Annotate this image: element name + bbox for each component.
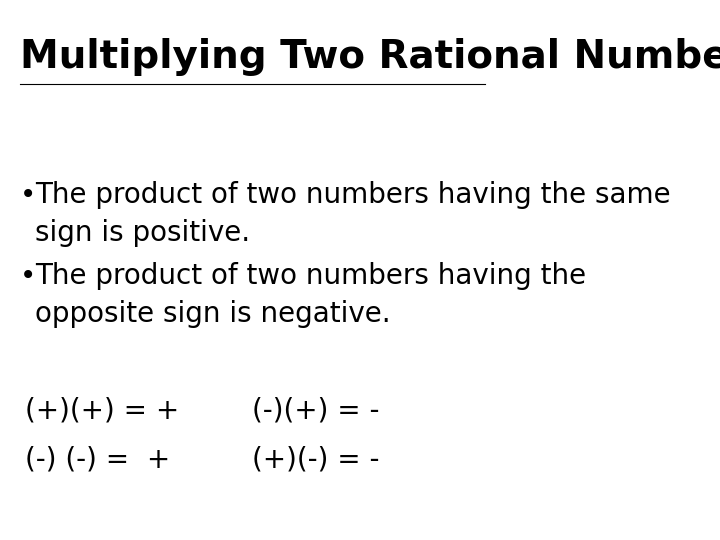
Text: (+)(-) = -: (+)(-) = - <box>253 446 380 474</box>
Text: sign is positive.: sign is positive. <box>35 219 251 247</box>
Text: The product of two numbers having the same: The product of two numbers having the sa… <box>35 181 671 209</box>
Text: (+)(+) = +: (+)(+) = + <box>25 397 179 425</box>
Text: The product of two numbers having the: The product of two numbers having the <box>35 262 587 290</box>
Text: (-) (-) =  +: (-) (-) = + <box>25 446 171 474</box>
Text: (-)(+) = -: (-)(+) = - <box>253 397 380 425</box>
Text: Multiplying Two Rational Numbers: Multiplying Two Rational Numbers <box>20 38 720 76</box>
Text: opposite sign is negative.: opposite sign is negative. <box>35 300 391 328</box>
Text: •: • <box>20 262 37 290</box>
Text: •: • <box>20 181 37 209</box>
